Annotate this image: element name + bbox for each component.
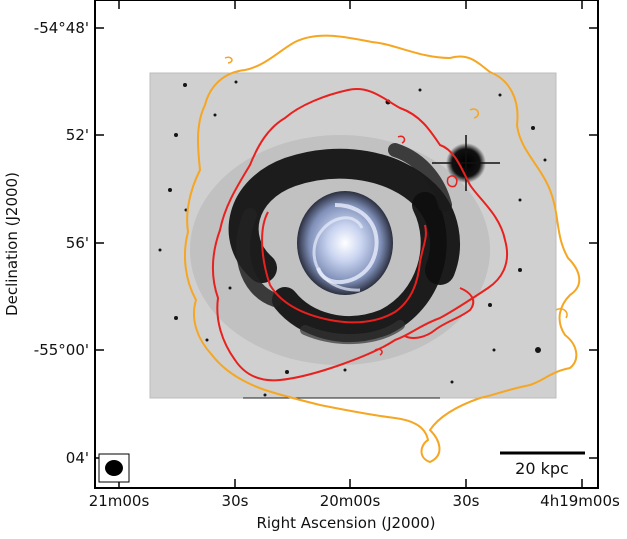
y-axis-title: Declination (J2000) <box>3 172 21 316</box>
x-tick-label: 20m00s <box>320 492 381 510</box>
field-stars <box>158 80 547 397</box>
y-tick-label: 52' <box>66 126 89 144</box>
x-axis-title: Right Ascension (J2000) <box>256 514 435 532</box>
scale-bar: 20 kpc <box>500 451 585 478</box>
scale-bar-label: 20 kpc <box>515 459 569 478</box>
outer-contour <box>183 34 581 464</box>
x-tick-label: 30s <box>222 492 249 510</box>
optical-image <box>149 72 557 399</box>
x-tick-label: 21m00s <box>89 492 150 510</box>
y-tick-label: -55°00' <box>34 341 89 359</box>
inner-contour <box>211 88 508 382</box>
plot-frame <box>94 0 599 489</box>
x-tick-label: 30s <box>453 492 480 510</box>
y-tick-label: -54°48' <box>34 19 89 37</box>
y-tick-label: 56' <box>66 234 89 252</box>
y-tick-label: 04' <box>66 449 89 467</box>
beam-ellipse-icon <box>98 453 130 483</box>
x-tick-label: 4h19m00s <box>540 492 620 510</box>
